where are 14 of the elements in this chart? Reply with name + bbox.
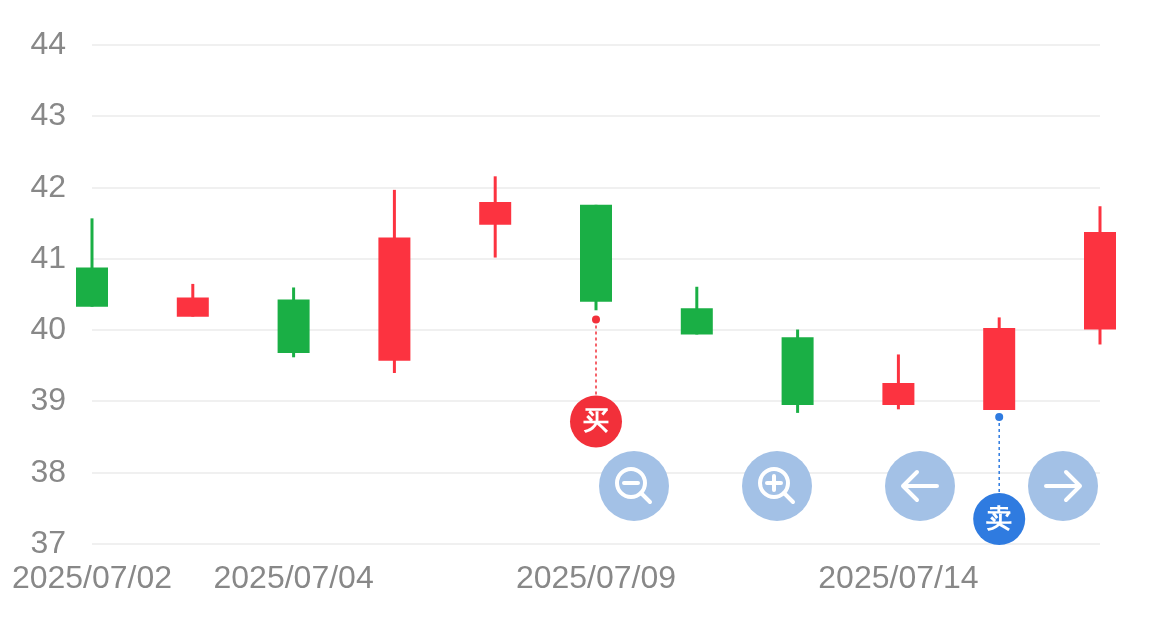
annotation: 卖: [986, 502, 1013, 533]
y-tick-label: 41: [30, 238, 66, 275]
y-tick-label: 42: [30, 167, 66, 204]
y-tick-label: 38: [30, 452, 66, 489]
y-tick-label: 43: [30, 96, 66, 133]
y-tick-label: 40: [30, 310, 66, 347]
y-tick-label: 39: [30, 381, 66, 418]
x-tick-label: 2025/07/02: [11, 559, 173, 596]
x-tick-label: 2025/07/04: [213, 559, 374, 596]
x-tick-label: 2025/07/09: [515, 559, 677, 596]
y-tick-label: 37: [30, 523, 66, 560]
y-tick-label: 44: [30, 25, 66, 62]
x-tick-label: 2025/07/14: [818, 559, 979, 596]
annotation: 买: [583, 405, 609, 436]
